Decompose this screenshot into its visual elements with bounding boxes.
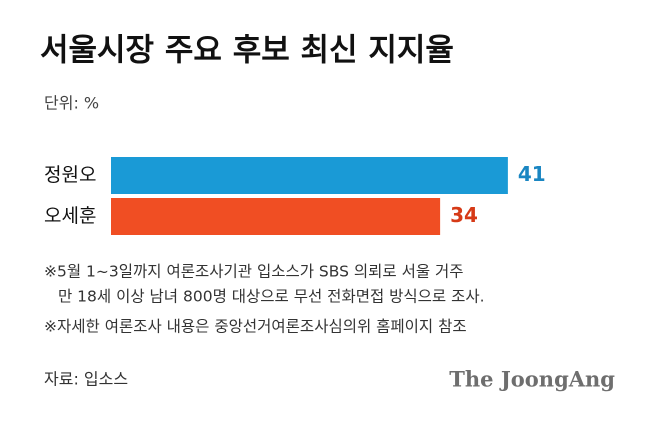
note: 만 18세 이상 남녀 800명 대상으로 무선 전화면접 방식으로 조사. [58, 288, 485, 306]
bar [111, 198, 441, 235]
category-label: 오세훈 [44, 205, 96, 227]
note: ※5월 1~3일까지 여론조사기관 입소스가 SBS 의뢰로 서울 거주 [44, 263, 464, 281]
value-label: 34 [450, 203, 478, 227]
chart-title: 서울시장 주요 후보 최신 지지율 [40, 33, 454, 69]
value-label: 41 [518, 162, 546, 186]
note: ※자세한 여론조사 내용은 중앙선거여론조사심의위 홈페이지 참조 [44, 318, 467, 336]
category-label: 정원오 [44, 164, 96, 186]
unit-label: 단위: % [44, 94, 99, 113]
logo: The JoongAng [449, 367, 615, 392]
bar [111, 157, 508, 194]
source: 자료: 입소스 [44, 370, 128, 389]
